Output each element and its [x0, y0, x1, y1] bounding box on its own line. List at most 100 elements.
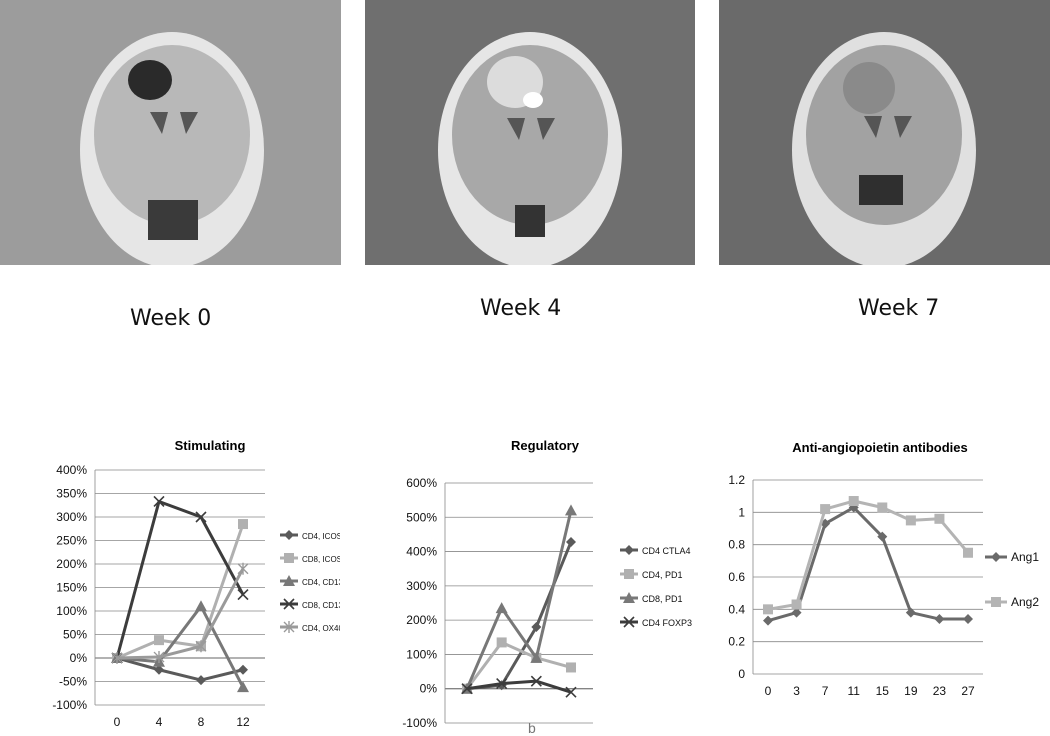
legend-marker: [283, 621, 295, 633]
y-tick-label: 350%: [56, 487, 87, 501]
legend-marker: [624, 569, 634, 579]
data-point: [461, 683, 473, 695]
series-line-1: [767, 505, 968, 623]
y-tick-label: 0%: [420, 682, 438, 696]
resection-cavity: [128, 60, 172, 100]
data-point: [496, 678, 508, 690]
resection-cavity: [843, 62, 895, 114]
data-point: [495, 602, 508, 614]
y-tick-label: 200%: [56, 557, 87, 571]
legend-marker: [284, 553, 294, 563]
data-point: [791, 607, 802, 618]
ventricles: [864, 116, 912, 138]
y-tick-label: 0.6: [728, 570, 745, 584]
data-point: [963, 547, 973, 558]
y-tick-label: 1: [738, 505, 745, 519]
data-point: [153, 651, 165, 664]
data-point: [196, 675, 206, 686]
x-tick-label: 27: [961, 684, 975, 698]
legend-marker: [991, 552, 1001, 562]
data-point: [195, 511, 207, 523]
legend-label: CD4, CD137: [302, 578, 340, 587]
data-point: [565, 504, 577, 516]
data-point: [237, 562, 249, 575]
x-tick-label: 0: [114, 715, 121, 729]
week-7-caption: Week 7: [858, 296, 940, 321]
data-point: [763, 615, 773, 626]
data-point: [531, 622, 542, 632]
legend-label: Ang2: [1011, 595, 1039, 609]
y-tick-label: 0.4: [728, 602, 745, 616]
y-tick-label: 400%: [406, 545, 437, 559]
x-tick-label: 0: [464, 733, 471, 735]
legend-label: CD4, ICOS: [302, 532, 340, 541]
series-line-5: [116, 567, 245, 660]
y-tick-label: 50%: [63, 628, 87, 642]
x-tick-label: 15: [876, 684, 890, 698]
sinus: [515, 205, 545, 237]
y-tick-label: 0%: [70, 651, 88, 665]
x-tick-label: 11: [847, 684, 860, 698]
y-tick-label: 500%: [406, 510, 437, 524]
legend-label: Ang1: [1011, 550, 1039, 564]
data-point: [848, 496, 859, 507]
y-tick-label: 250%: [56, 534, 87, 548]
legend-label: CD4 FOXP3: [642, 618, 692, 628]
y-tick-label: 0.8: [728, 538, 745, 552]
y-tick-label: 1.2: [728, 473, 745, 487]
series-line-2: [465, 640, 572, 690]
legend-marker: [623, 592, 635, 603]
x-tick-label: 12: [564, 733, 578, 735]
data-point: [763, 604, 773, 615]
ventricles: [507, 118, 555, 140]
data-point: [154, 635, 164, 646]
legend-label: CD8, ICOS: [302, 555, 340, 564]
data-point: [820, 504, 831, 515]
y-tick-label: 600%: [406, 476, 437, 490]
legend-marker: [283, 598, 295, 610]
data-point: [877, 531, 888, 542]
week-0-caption: Week 0: [130, 306, 212, 331]
stimulating-chart: Stimulating400%350%300%250%200%150%100%5…: [52, 438, 340, 729]
brain: [94, 45, 250, 225]
data-point: [237, 681, 249, 693]
y-tick-label: 400%: [56, 463, 87, 477]
sinus: [148, 200, 198, 240]
panel-label: b: [528, 720, 536, 736]
data-point: [237, 588, 249, 601]
x-tick-label: 4: [498, 733, 505, 735]
x-tick-label: 8: [198, 715, 205, 729]
chart-title: Anti-angiopoietin antibodies: [792, 440, 968, 455]
series-line-1: [116, 656, 244, 682]
angiopoietin-chart: Anti-angiopoietin antibodies 1.2 1 0.8 0.6 0.…: [728, 440, 1039, 698]
legend-label: CD4, OX40: [302, 624, 340, 633]
data-point: [530, 675, 542, 687]
y-tick-label: -100%: [402, 716, 437, 730]
legend-marker: [624, 545, 634, 555]
data-point: [566, 662, 576, 673]
x-tick-label: 12: [236, 715, 250, 729]
mri-scan-week-4: [365, 0, 695, 265]
regulatory-chart: Regulatory 600% 500% 400% 300% 200% 100% 0% -100…: [402, 438, 692, 735]
legend-label: CD4, PD1: [642, 570, 683, 580]
data-point: [565, 686, 577, 698]
legend-label: CD8, PD1: [642, 594, 683, 604]
data-point: [195, 600, 207, 612]
data-point: [111, 652, 123, 664]
series-line-3: [116, 604, 245, 688]
legend-label: CD8, CD137: [302, 601, 340, 610]
data-point: [934, 513, 945, 524]
data-point: [963, 614, 973, 625]
data-point: [153, 495, 165, 508]
y-tick-label: 100%: [56, 604, 87, 618]
y-tick-label: 0.2: [728, 635, 745, 649]
y-tick-label: 0: [738, 667, 745, 681]
series-line-4: [115, 499, 245, 659]
data-point: [566, 536, 576, 547]
mri-scan-week-0: [0, 0, 341, 265]
data-point: [496, 637, 507, 648]
data-point: [791, 599, 802, 610]
x-tick-label: 19: [904, 684, 918, 698]
legend-marker: [283, 575, 295, 586]
series-line-2: [116, 523, 245, 660]
